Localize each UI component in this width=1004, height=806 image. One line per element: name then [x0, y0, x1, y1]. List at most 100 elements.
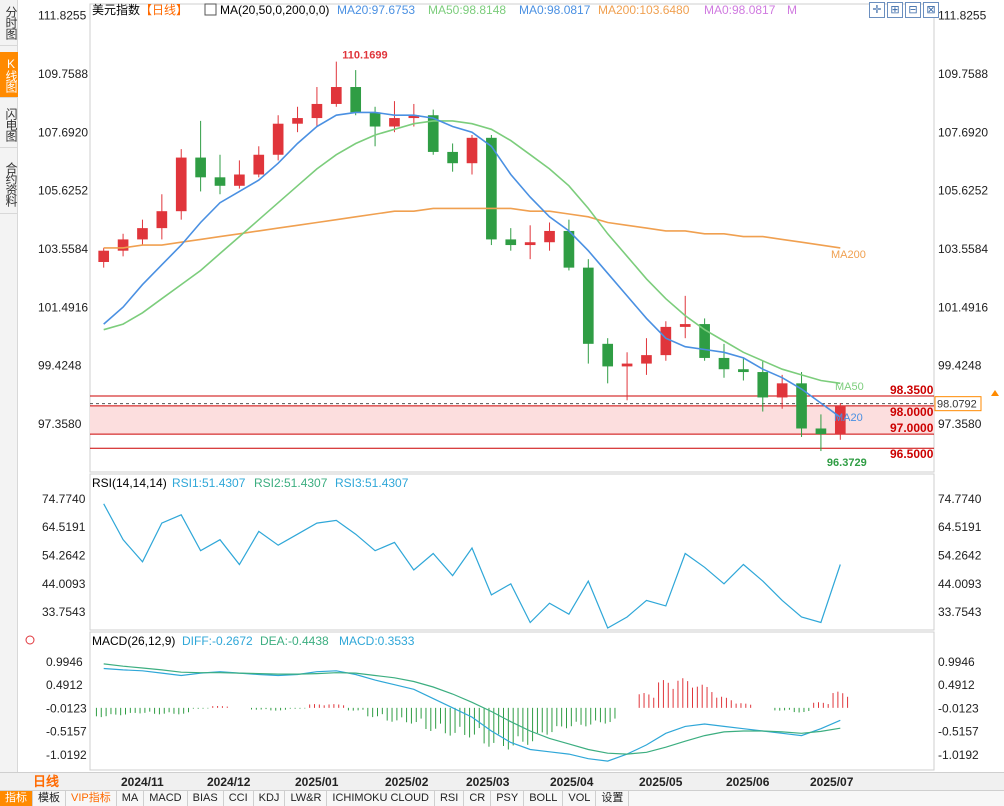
zoom-out-icon[interactable]: ⊟ [905, 2, 921, 18]
price-tick-right: 99.4248 [938, 359, 982, 373]
price-tick-left: 101.4916 [38, 300, 88, 314]
indicator-tab[interactable]: PSY [491, 791, 525, 806]
rsi-panel-frame [89, 473, 935, 631]
candle-body [427, 115, 439, 152]
tab-flash[interactable]: 闪电图 [0, 102, 18, 148]
indicator-tab[interactable]: LW&R [285, 791, 328, 806]
level-label: 96.5000 [890, 447, 934, 461]
indicator-tab[interactable]: MACD [144, 791, 188, 806]
rsi-tick-right: 33.7543 [938, 605, 982, 619]
zoom-in-icon[interactable]: ⊞ [887, 2, 903, 18]
indicator-tab[interactable]: BOLL [524, 791, 564, 806]
macd-tick-left: 0.9946 [46, 655, 83, 669]
indicator-tab[interactable]: MA [117, 791, 145, 806]
diff-value: DIFF:-0.2672 [182, 634, 253, 648]
indicator-tab[interactable]: VIP指标 [66, 791, 117, 806]
candle-body [214, 177, 226, 186]
rsi-tick-right: 64.5191 [938, 520, 982, 534]
candle-body [544, 230, 555, 243]
fit-icon[interactable]: ⊠ [923, 2, 939, 18]
ma-label: MA(20,50,0,200,0,0) [220, 3, 329, 17]
candle-body [757, 372, 769, 398]
ma50-line [103, 120, 841, 385]
candle-body [815, 428, 827, 435]
ma0-value: MA0:98.0817 [519, 3, 591, 17]
date-label: 2025/07 [810, 775, 854, 789]
rsi-tick-right: 74.7740 [938, 492, 982, 506]
ma-more: M [787, 3, 797, 17]
candle-body [137, 228, 148, 240]
tab-kline[interactable]: K线图 [0, 52, 18, 98]
macd-tick-right: -1.0192 [938, 748, 979, 762]
indicator-tab[interactable]: RSI [435, 791, 465, 806]
candle-body [563, 230, 575, 268]
date-label: 2025/06 [726, 775, 770, 789]
indicator-tab[interactable]: CCI [224, 791, 254, 806]
candle-body [253, 154, 265, 175]
candle-body [466, 137, 478, 164]
price-tick-left: 111.8255 [38, 9, 87, 23]
date-label: 2025/04 [550, 775, 594, 789]
macd-tick-right: 0.9946 [938, 655, 975, 669]
chart-toolbar: ✛ ⊞ ⊟ ⊠ [869, 2, 939, 18]
price-tick-right: 101.4916 [938, 300, 988, 314]
macd-tick-left: -0.5157 [46, 725, 87, 739]
crosshair-icon[interactable]: ✛ [869, 2, 885, 18]
candle-body [524, 242, 536, 246]
macd-tick-right: 0.4912 [938, 678, 975, 692]
diff-line [103, 667, 841, 762]
date-label: 2025/02 [385, 775, 429, 789]
date-axis: 日线 2024/11 2024/12 2025/01 2025/02 2025/… [0, 772, 1004, 790]
macd-tick-left: 0.4912 [46, 678, 83, 692]
ma-settings-icon[interactable] [204, 3, 217, 16]
indicator-tab[interactable]: BIAS [188, 791, 224, 806]
indicator-tab[interactable]: 设置 [596, 791, 630, 806]
macd-value: MACD:0.3533 [339, 634, 415, 648]
candle-body [834, 405, 846, 435]
price-tick-right: 107.6920 [938, 125, 988, 139]
rsi-tick-left: 54.2642 [42, 549, 86, 563]
candle-body [718, 357, 730, 370]
indicator-tab[interactable]: ICHIMOKU CLOUD [327, 791, 435, 806]
price-axis: 111.8255 111.8255 109.7588 109.7588 107.6920… [38, 9, 988, 431]
price-tick-right: 105.6252 [938, 184, 988, 198]
price-tick-left: 109.7588 [38, 67, 88, 81]
macd-tick-left: -1.0192 [46, 748, 87, 762]
indicator-tab[interactable]: KDJ [254, 791, 286, 806]
dea-line [103, 663, 841, 755]
ma200-value: MA200:103.6480 [598, 3, 690, 17]
tab-timeshare[interactable]: 分时图 [0, 0, 18, 46]
rsi-tick-left: 44.0093 [42, 577, 86, 591]
candle-body [621, 363, 633, 367]
candle-body [582, 267, 594, 344]
tab-contract-info[interactable]: 合约资料 [0, 154, 18, 214]
candle-body [505, 239, 517, 246]
low-price-label: 96.3729 [827, 457, 867, 469]
candle-body [699, 324, 710, 358]
macd-panel-frame [89, 631, 935, 771]
rsi-tick-left: 74.7740 [42, 492, 86, 506]
indicator-tab[interactable]: 指标 [0, 791, 33, 806]
date-label: 2024/11 [121, 775, 164, 789]
candle-body [389, 118, 400, 127]
indicator-tab[interactable]: VOL [563, 791, 597, 806]
period-selector[interactable]: 日线 [33, 774, 60, 789]
candle-body [117, 239, 129, 251]
symbol-title: 美元指数 [92, 2, 140, 17]
price-tick-right: 111.8255 [938, 9, 987, 23]
indicator-tab[interactable]: CR [464, 791, 492, 806]
date-label: 2025/05 [639, 775, 683, 789]
ma200-tag: MA200 [831, 249, 866, 261]
rsi-line [103, 503, 841, 629]
macd-histogram [95, 678, 849, 750]
candle-body [272, 123, 284, 155]
candle-body [447, 151, 458, 164]
price-tick-left: 105.6252 [38, 184, 88, 198]
rsi2-value: RSI2:51.4307 [254, 476, 328, 490]
indicator-tab[interactable]: 模板 [33, 791, 66, 806]
rsi-tick-right: 44.0093 [938, 577, 982, 591]
macd-settings-icon[interactable] [25, 635, 35, 645]
price-tick-right: 109.7588 [938, 67, 988, 81]
